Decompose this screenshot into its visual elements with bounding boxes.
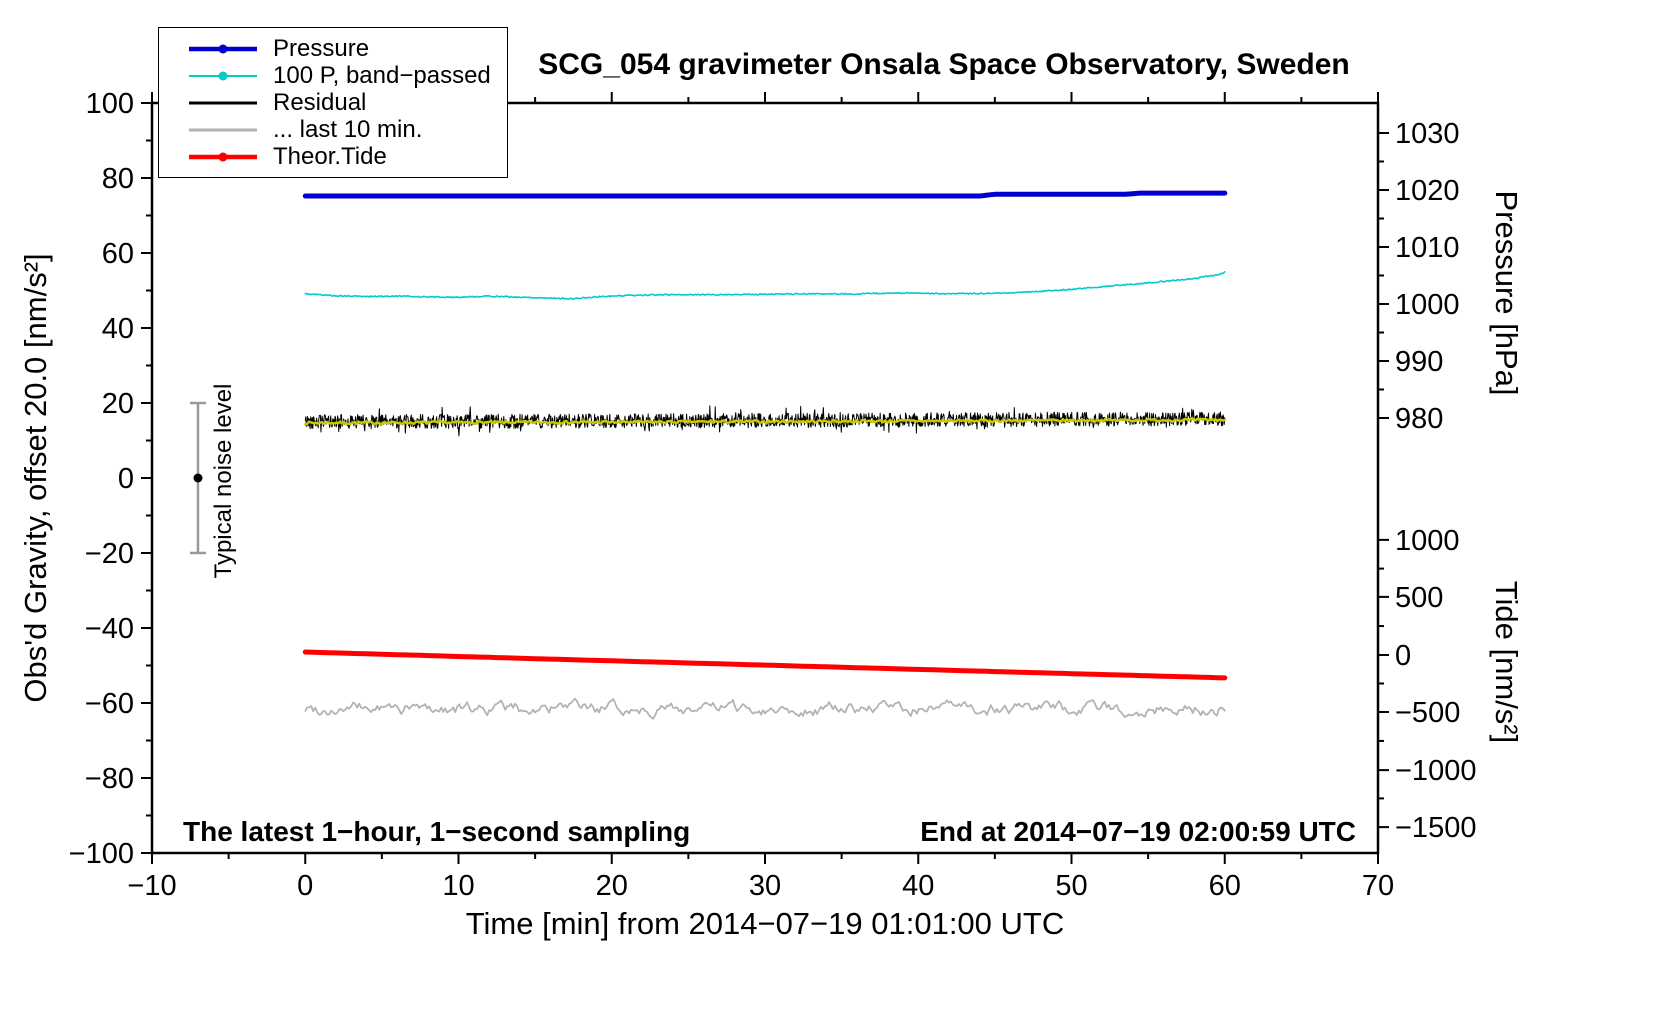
- chart-title: SCG_054 gravimeter Onsala Space Observat…: [538, 48, 1350, 81]
- plot-frame: [150, 101, 1380, 855]
- legend-swatch-pressure: [189, 44, 257, 53]
- legend-marker-dot: [218, 71, 228, 80]
- series-pressure-line: [302, 190, 1228, 199]
- legend-label-theor-tide: Theor.Tide: [273, 142, 387, 170]
- series-band-passed-line: [304, 271, 1226, 301]
- series-last-10-min-line: [304, 697, 1226, 720]
- x-tick-label: 0: [297, 870, 313, 902]
- series-residual-line: [304, 405, 1226, 437]
- y-tick-label: −100: [69, 838, 134, 870]
- x-axis-label: Time [min] from 2014−07−19 01:01:00 UTC: [465, 906, 1065, 941]
- y-tick-label: −40: [85, 613, 134, 645]
- legend-marker-dot: [218, 44, 228, 53]
- x-tick-label: 20: [596, 870, 628, 902]
- tide-tick-label: 500: [1395, 582, 1443, 614]
- y-tick-label: 0: [118, 463, 134, 495]
- tide-tick-label: 0: [1395, 640, 1411, 672]
- series-theor-tide-line: [302, 649, 1228, 681]
- legend-label-residual: Residual: [273, 88, 367, 116]
- tide-tick-label: −500: [1395, 697, 1460, 729]
- pressure-tick-label: 980: [1395, 403, 1443, 435]
- legend-swatch-theor-tide: [189, 152, 257, 161]
- tide-tick-label: −1500: [1395, 812, 1476, 844]
- legend-item-band-passed: 100 P, band−passed: [185, 62, 507, 89]
- y-axis-label-tide: Tide [nm/s²]: [1489, 580, 1524, 744]
- legend-label-pressure: Pressure: [273, 34, 370, 62]
- pressure-tick-label: 1020: [1395, 175, 1460, 207]
- y-tick-label: −20: [85, 538, 134, 570]
- y-tick-label: −80: [85, 763, 134, 795]
- x-tick-label: 70: [1362, 870, 1394, 902]
- legend-item-residual: Residual: [185, 89, 507, 116]
- legend-item-last-10-min: ... last 10 min.: [185, 116, 507, 143]
- x-tick-label: 30: [749, 870, 781, 902]
- noise-bar-center-dot: [193, 473, 203, 483]
- tide-tick-label: 1000: [1395, 525, 1460, 557]
- pressure-tick-label: 990: [1395, 346, 1443, 378]
- sampling-annotation: The latest 1−hour, 1−second sampling: [183, 816, 691, 847]
- legend-item-theor-tide: Theor.Tide: [185, 143, 507, 170]
- legend-box: Pressure 100 P, band−passed Residual... la…: [158, 27, 508, 178]
- y-axis-label-pressure: Pressure [hPa]: [1489, 190, 1524, 396]
- y-tick-label: 20: [102, 388, 134, 420]
- y-axis-label-gravity: Obs'd Gravity, offset 20.0 [nm/s²]: [18, 253, 53, 703]
- legend-swatch-residual: [189, 101, 257, 104]
- pressure-tick-label: 1000: [1395, 289, 1460, 321]
- y-tick-label: 40: [102, 313, 134, 345]
- series-residual-smooth-line: [304, 417, 1227, 426]
- y-tick-label: −60: [85, 688, 134, 720]
- x-tick-label: 60: [1209, 870, 1241, 902]
- legend-label-band-passed: 100 P, band−passed: [273, 61, 491, 89]
- tide-tick-label: −1000: [1395, 755, 1476, 787]
- y-tick-label: 80: [102, 163, 134, 195]
- legend-swatch-last-10-min: [189, 128, 257, 131]
- end-time-annotation: End at 2014−07−19 02:00:59 UTC: [920, 816, 1356, 847]
- noise-bar-label: Typical noise level: [210, 383, 237, 579]
- legend-marker-dot: [218, 152, 228, 161]
- x-tick-label: 40: [902, 870, 934, 902]
- pressure-tick-label: 1010: [1395, 232, 1460, 264]
- pressure-tick-label: 1030: [1395, 118, 1460, 150]
- x-tick-label: −10: [127, 870, 176, 902]
- legend-item-pressure: Pressure: [185, 35, 507, 62]
- legend-swatch-band-passed: [189, 71, 257, 80]
- legend-label-last-10-min: ... last 10 min.: [273, 115, 423, 143]
- x-tick-label: 10: [442, 870, 474, 902]
- y-tick-label: 100: [86, 88, 134, 120]
- x-tick-label: 50: [1055, 870, 1087, 902]
- y-tick-label: 60: [102, 238, 134, 270]
